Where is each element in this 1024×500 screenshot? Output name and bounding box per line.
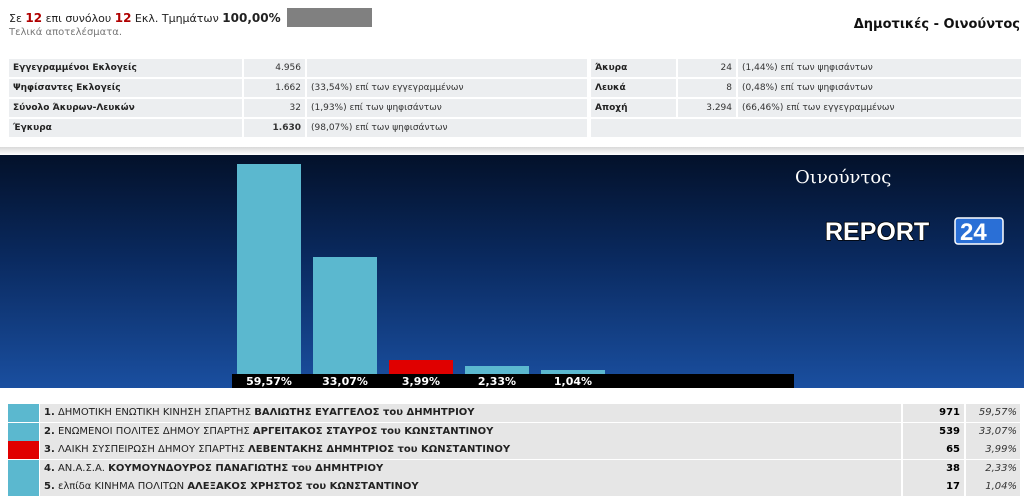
candidate-name: ΑΡΓΕΙΤΑΚΟΣ ΣΤΑΥΡΟΣ του ΚΩΝΣΤΑΝΤΙΝΟΥ bbox=[252, 425, 494, 437]
stat-value: 4.956 bbox=[244, 59, 305, 77]
header-area: Σε 12 επι συνόλου 12 Εκλ. Τμημάτων 100,0… bbox=[0, 0, 1024, 150]
result-number: 4. bbox=[44, 462, 55, 474]
chart-bar bbox=[313, 257, 377, 374]
chart-bar bbox=[541, 370, 605, 374]
candidate-name: ΒΑΛΙΩΤΗΣ ΕΥΑΓΓΕΛΟΣ του ΔΗΜΗΤΡΙΟΥ bbox=[254, 407, 475, 418]
party-color-swatch bbox=[8, 404, 39, 422]
stat-label: Εγγεγραμμένοι Εκλογείς bbox=[9, 59, 242, 77]
stats-table: Εγγεγραμμένοι Εκλογείς 4.956 Ψηφίσαντες … bbox=[9, 59, 1021, 138]
count-mid: επι συνόλου bbox=[45, 12, 112, 25]
result-row: 5. ελπίδα ΚΙΝΗΜΑ ΠΟΛΙΤΩΝ ΑΛΕΞΑΚΟΣ ΧΡΗΣΤΟ… bbox=[8, 478, 1020, 496]
stat-value: 8 bbox=[678, 79, 736, 97]
page-title: Δημοτικές - Οινούντος bbox=[853, 17, 1020, 32]
party-name: ΛΑΙΚΗ ΣΥΣΠΕΙΡΩΣΗ ΔΗΜΟΥ ΣΠΑΡΤΗΣ bbox=[54, 444, 249, 455]
candidate-name: ΚΟΥΜΟΥΝΔΟΥΡΟΣ ΠΑΝΑΓΙΩΤΗΣ του ΔΗΜΗΤΡΙΟΥ bbox=[108, 462, 384, 474]
result-name: 5. ελπίδα ΚΙΝΗΜΑ ΠΟΛΙΤΩΝ ΑΛΕΞΑΚΟΣ ΧΡΗΣΤΟ… bbox=[39, 478, 901, 496]
stat-note: (33,54%) επί των εγγεγραμμένων bbox=[307, 79, 587, 97]
result-row: 4. ΑΝ.Α.Σ.Α. ΚΟΥΜΟΥΝΔΟΥΡΟΣ ΠΑΝΑΓΙΩΤΗΣ το… bbox=[8, 459, 1020, 478]
result-row: 1. ΔΗΜΟΤΙΚΗ ΕΝΩΤΙΚΗ ΚΙΝΗΣΗ ΣΠΑΡΤΗΣ ΒΑΛΙΩ… bbox=[8, 404, 1020, 422]
counted-precincts: 12 bbox=[25, 11, 43, 25]
stat-note: (0,48%) επί των ψηφισάντων bbox=[738, 79, 1021, 97]
stat-value: 3.294 bbox=[678, 99, 736, 117]
stat-label: Έγκυρα bbox=[9, 119, 242, 137]
total-precincts: 12 bbox=[114, 11, 132, 25]
party-name: ΕΝΩΜΕΝΟΙ ΠΟΛΙΤΕΣ ΔΗΜΟΥ ΣΠΑΡΤΗΣ bbox=[54, 425, 253, 437]
stat-value: 1.662 bbox=[244, 79, 305, 97]
result-percent: 33,07% bbox=[965, 422, 1020, 441]
result-number: 5. bbox=[44, 481, 55, 492]
stat-note bbox=[307, 59, 587, 77]
stat-value: 1.630 bbox=[244, 119, 305, 137]
result-percent: 3,99% bbox=[965, 441, 1020, 459]
stat-value: 32 bbox=[244, 99, 305, 117]
result-percent: 1,04% bbox=[965, 478, 1020, 496]
stat-value: 24 bbox=[678, 59, 736, 77]
result-name: 1. ΔΗΜΟΤΙΚΗ ΕΝΩΤΙΚΗ ΚΙΝΗΣΗ ΣΠΑΡΤΗΣ ΒΑΛΙΩ… bbox=[39, 404, 901, 422]
stat-label: Λευκά bbox=[591, 79, 676, 97]
stat-label: Ψηφίσαντες Εκλογείς bbox=[9, 79, 242, 97]
count-suffix: Εκλ. Τμημάτων bbox=[134, 12, 219, 25]
party-color-swatch bbox=[8, 422, 39, 441]
divider-shadow bbox=[0, 147, 1024, 155]
result-name: 4. ΑΝ.Α.Σ.Α. ΚΟΥΜΟΥΝΔΟΥΡΟΣ ΠΑΝΑΓΙΩΤΗΣ το… bbox=[39, 459, 901, 478]
progress-bar bbox=[287, 8, 372, 27]
report24-logo: REPORT 24 bbox=[824, 217, 1004, 246]
candidate-name: ΛΕΒΕΝΤΑΚΗΣ ΔΗΜΗΤΡΙΟΣ του ΚΩΝΣΤΑΝΤΙΝΟΥ bbox=[248, 444, 511, 455]
stat-note: (1,93%) επί των ψηφισάντων bbox=[307, 99, 587, 117]
party-color-swatch bbox=[8, 459, 39, 478]
stat-label: Σύνολο Άκυρων-Λευκών bbox=[9, 99, 242, 117]
chart-bar bbox=[237, 164, 301, 374]
stat-note: (98,07%) επί των ψηφισάντων bbox=[307, 119, 587, 137]
bar-percent-label: 2,33% bbox=[477, 375, 517, 388]
bar-percent-label: 1,04% bbox=[553, 375, 593, 388]
result-name: 3. ΛΑΙΚΗ ΣΥΣΠΕΙΡΩΣΗ ΔΗΜΟΥ ΣΠΑΡΤΗΣ ΛΕΒΕΝΤ… bbox=[39, 441, 901, 459]
party-name: ελπίδα ΚΙΝΗΜΑ ΠΟΛΙΤΩΝ bbox=[54, 481, 188, 492]
result-votes: 17 bbox=[902, 478, 964, 496]
final-results-note: Τελικά αποτελέσματα. bbox=[9, 27, 123, 38]
chart-bar bbox=[389, 360, 453, 374]
result-votes: 539 bbox=[902, 422, 964, 441]
party-name: ΔΗΜΟΤΙΚΗ ΕΝΩΤΙΚΗ ΚΙΝΗΣΗ ΣΠΑΡΤΗΣ bbox=[54, 407, 255, 418]
result-number: 2. bbox=[44, 425, 55, 437]
result-percent: 59,57% bbox=[965, 404, 1020, 422]
result-votes: 65 bbox=[902, 441, 964, 459]
chart-bar bbox=[465, 366, 529, 374]
logo-text: REPORT bbox=[825, 218, 929, 246]
result-row: 3. ΛΑΙΚΗ ΣΥΣΠΕΙΡΩΣΗ ΔΗΜΟΥ ΣΠΑΡΤΗΣ ΛΕΒΕΝΤ… bbox=[8, 441, 1020, 459]
count-prefix: Σε bbox=[9, 12, 22, 25]
bar-percent-label: 59,57% bbox=[246, 375, 292, 388]
party-color-swatch bbox=[8, 441, 39, 459]
bar-percent-label: 3,99% bbox=[401, 375, 441, 388]
party-name: ΑΝ.Α.Σ.Α. bbox=[54, 462, 109, 474]
stat-note: (66,46%) επί των εγγεγραμμένων bbox=[738, 99, 1021, 117]
stat-empty bbox=[591, 119, 1021, 137]
result-number: 3. bbox=[44, 444, 55, 455]
stat-note: (1,44%) επί των ψηφισάντων bbox=[738, 59, 1021, 77]
candidate-name: ΑΛΕΞΑΚΟΣ ΧΡΗΣΤΟΣ του ΚΩΝΣΤΑΝΤΙΝΟΥ bbox=[187, 481, 419, 492]
result-row: 2. ΕΝΩΜΕΝΟΙ ΠΟΛΙΤΕΣ ΔΗΜΟΥ ΣΠΑΡΤΗΣ ΑΡΓΕΙΤ… bbox=[8, 422, 1020, 441]
result-votes: 38 bbox=[902, 459, 964, 478]
bar-percent-label: 33,07% bbox=[322, 375, 368, 388]
result-number: 1. bbox=[44, 407, 55, 418]
stat-label: Αποχή bbox=[591, 99, 676, 117]
chart-title: Οινούντος bbox=[795, 167, 892, 188]
percent-strip: 59,57% 33,07% 3,99% 2,33% 1,04% bbox=[232, 374, 794, 388]
precinct-count: Σε 12 επι συνόλου 12 Εκλ. Τμημάτων 100,0… bbox=[9, 11, 281, 25]
result-name: 2. ΕΝΩΜΕΝΟΙ ΠΟΛΙΤΕΣ ΔΗΜΟΥ ΣΠΑΡΤΗΣ ΑΡΓΕΙΤ… bbox=[39, 422, 901, 441]
results-chart: Οινούντος REPORT 24 59,57% 33,07% 3,99% 2,3… bbox=[0, 155, 1024, 388]
party-color-swatch bbox=[8, 478, 39, 496]
result-votes: 971 bbox=[902, 404, 964, 422]
result-percent: 2,33% bbox=[965, 459, 1020, 478]
count-percent: 100,00% bbox=[222, 11, 281, 25]
logo-number: 24 bbox=[960, 219, 987, 246]
logo-badge bbox=[954, 217, 1004, 245]
stat-label: Άκυρα bbox=[591, 59, 676, 77]
